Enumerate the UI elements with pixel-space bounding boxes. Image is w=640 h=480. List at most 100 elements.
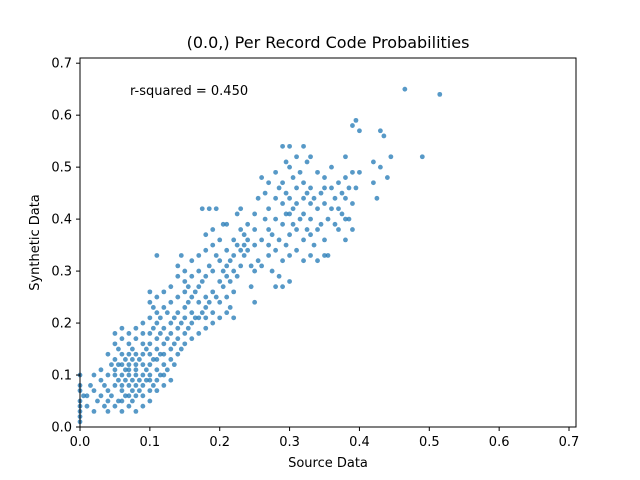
data-point (185, 284, 191, 290)
data-point (189, 320, 195, 326)
data-point (84, 393, 90, 399)
data-point (262, 216, 268, 222)
data-point (210, 289, 216, 295)
data-point (140, 351, 146, 357)
data-point (154, 294, 160, 300)
data-point (280, 201, 285, 206)
data-point (147, 398, 153, 404)
data-point (133, 336, 139, 342)
data-point (377, 164, 383, 170)
data-point (182, 341, 188, 347)
data-point (231, 253, 237, 258)
data-point (140, 393, 146, 399)
data-point (234, 211, 240, 217)
data-point (196, 315, 202, 321)
data-point (315, 258, 320, 264)
data-point (266, 253, 272, 258)
data-point (290, 175, 296, 180)
data-point (269, 232, 275, 238)
data-point (116, 377, 121, 383)
data-point (350, 123, 355, 128)
data-point (133, 367, 139, 373)
data-point (129, 377, 135, 383)
data-point (91, 388, 97, 394)
data-point (353, 185, 359, 191)
data-point (308, 253, 313, 258)
data-point (199, 206, 205, 212)
data-point (322, 253, 327, 258)
data-point (343, 175, 348, 180)
data-point (419, 154, 425, 160)
data-point (157, 315, 163, 321)
data-point (241, 253, 247, 258)
data-point (133, 383, 139, 388)
chart-title: (0.0,) Per Record Code Probabilities (187, 33, 470, 52)
data-point (123, 367, 128, 373)
data-point (154, 377, 160, 383)
data-point (189, 258, 195, 264)
data-point (350, 201, 355, 206)
data-point (126, 362, 132, 368)
data-point (224, 294, 230, 300)
data-point (227, 305, 233, 310)
data-point (238, 227, 244, 232)
data-point (322, 201, 327, 206)
data-point (88, 383, 93, 388)
data-point (168, 331, 174, 336)
data-point (189, 310, 195, 316)
data-point (168, 346, 174, 352)
data-point (224, 310, 230, 316)
data-point (182, 331, 188, 336)
data-point (231, 237, 237, 243)
data-point (147, 289, 153, 295)
data-point (294, 227, 299, 232)
data-point (154, 388, 160, 394)
data-point (178, 320, 184, 326)
data-point (311, 242, 317, 248)
data-point (248, 263, 254, 269)
data-point (116, 346, 121, 352)
data-point (283, 159, 289, 165)
data-point (231, 315, 237, 321)
data-point (294, 185, 299, 191)
data-point (126, 331, 132, 336)
data-point (133, 362, 139, 368)
data-point (304, 227, 310, 232)
data-point (136, 377, 142, 383)
y-tick-label: 0.6 (51, 109, 72, 124)
data-point (175, 336, 181, 342)
data-point (182, 315, 188, 321)
data-point (133, 351, 139, 357)
data-point (143, 367, 149, 373)
data-point (304, 190, 310, 196)
data-point (357, 169, 362, 175)
data-point (182, 289, 188, 295)
data-point (353, 117, 359, 123)
data-point (105, 351, 111, 357)
data-point (241, 242, 247, 248)
data-point (133, 372, 139, 378)
data-point (161, 325, 167, 331)
data-point (161, 383, 167, 388)
data-point (384, 175, 390, 180)
data-point (297, 169, 303, 175)
data-point (217, 299, 223, 305)
data-point (123, 393, 128, 399)
data-point (178, 253, 184, 258)
data-point (280, 284, 285, 290)
data-point (102, 383, 107, 388)
data-point (255, 258, 261, 264)
x-tick-label: 0.5 (419, 435, 440, 450)
data-point (213, 206, 219, 212)
data-point (157, 331, 163, 336)
data-point (168, 299, 174, 305)
data-point (157, 351, 163, 357)
data-point (339, 190, 345, 196)
data-point (109, 393, 114, 399)
data-point (161, 341, 167, 347)
data-point (147, 299, 153, 305)
data-point (329, 206, 334, 212)
data-point (336, 180, 341, 186)
data-point (346, 216, 352, 222)
data-point (280, 180, 285, 186)
